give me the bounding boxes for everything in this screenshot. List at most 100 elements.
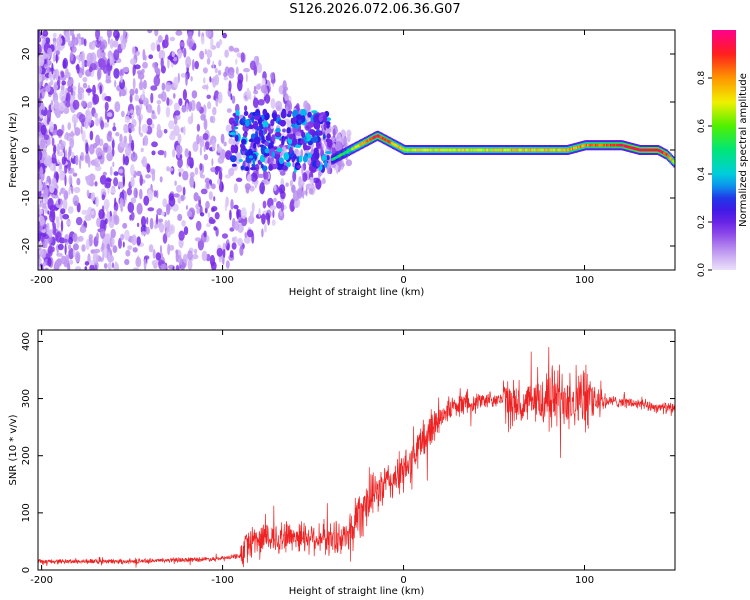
noise-blob xyxy=(57,243,64,251)
noise-blob xyxy=(60,255,67,265)
noise-blob xyxy=(240,216,248,227)
noise-blob xyxy=(173,193,180,198)
ridge-core xyxy=(471,148,474,152)
ridge-core xyxy=(367,138,371,142)
noise-blob xyxy=(202,67,208,74)
ridge-core xyxy=(554,148,557,152)
noise-blob xyxy=(173,102,180,112)
noise-blob xyxy=(129,214,132,221)
ridge-core xyxy=(385,139,388,142)
ridge-core xyxy=(388,140,391,144)
ridge-core xyxy=(357,144,360,147)
ridge-core xyxy=(459,148,462,152)
noise-blob xyxy=(235,58,238,65)
noise-blob xyxy=(211,158,214,167)
noise-blob xyxy=(63,238,68,243)
noise-blob xyxy=(88,234,94,240)
noise-blob xyxy=(233,183,238,194)
noise-blob xyxy=(119,91,122,97)
ridge-core xyxy=(366,139,369,143)
noise-blob xyxy=(75,216,83,226)
ridge-core xyxy=(474,148,477,152)
noise-blob xyxy=(199,50,205,60)
noise-blob xyxy=(102,122,110,128)
noise-blob xyxy=(147,207,155,212)
transition-blob xyxy=(289,146,293,154)
ridge-core xyxy=(341,152,344,156)
ridge-core xyxy=(508,148,511,152)
ridge-core xyxy=(381,137,384,140)
noise-blob xyxy=(231,95,236,104)
transition-blob xyxy=(233,145,239,153)
ridge-core xyxy=(389,141,392,144)
noise-blob xyxy=(228,80,232,92)
noise-blob xyxy=(213,196,216,202)
ridge-core xyxy=(488,148,491,152)
noise-blob xyxy=(215,98,219,107)
noise-blob xyxy=(260,84,268,94)
noise-blob xyxy=(56,129,64,137)
noise-blob xyxy=(145,174,151,179)
noise-blob xyxy=(130,152,138,162)
ridge-core xyxy=(561,148,564,152)
noise-blob xyxy=(169,36,176,42)
top-ytick-label: -20 xyxy=(21,238,32,254)
noise-blob xyxy=(91,174,96,181)
transition-blob xyxy=(307,111,312,118)
ridge-core xyxy=(354,146,357,149)
transition-blob xyxy=(326,133,331,139)
noise-blob xyxy=(38,180,43,192)
noise-blob xyxy=(198,30,201,37)
noise-blob xyxy=(295,131,302,137)
noise-blob xyxy=(223,71,228,78)
ridge-core xyxy=(446,148,449,152)
noise-blob xyxy=(244,105,248,112)
noise-blob xyxy=(262,200,267,209)
ridge-core xyxy=(494,148,497,152)
ridge-core xyxy=(394,143,397,147)
noise-blob xyxy=(56,219,60,229)
noise-blob xyxy=(99,228,106,239)
noise-blob xyxy=(187,31,193,40)
noise-blob xyxy=(263,170,269,180)
colorbar-tick-label: 0.4 xyxy=(697,167,707,182)
noise-blob xyxy=(92,252,99,263)
ridge-core xyxy=(613,143,616,147)
noise-blob xyxy=(41,229,46,234)
noise-blob xyxy=(140,147,144,153)
ridge-core xyxy=(386,139,390,143)
noise-blob xyxy=(52,37,57,43)
noise-blob xyxy=(214,67,218,74)
colorbar-label: Normalized spectral amplitude xyxy=(738,73,749,227)
ridge-core xyxy=(362,141,365,145)
noise-blob xyxy=(69,137,75,149)
noise-blob xyxy=(322,177,325,183)
noise-blob xyxy=(225,260,230,269)
noise-blob xyxy=(141,94,145,101)
noise-blob xyxy=(230,93,233,101)
noise-blob xyxy=(214,166,221,172)
ridge-core xyxy=(470,148,473,152)
noise-blob xyxy=(69,51,74,62)
noise-blob xyxy=(285,182,289,187)
transition-blob xyxy=(245,166,250,172)
ridge-core xyxy=(509,148,512,152)
ridge-core xyxy=(633,147,637,150)
noise-blob xyxy=(302,172,308,182)
ridge-core xyxy=(540,148,543,152)
ridge-core xyxy=(402,147,405,151)
noise-blob xyxy=(157,150,165,156)
ridge-core xyxy=(445,148,448,152)
noise-blob xyxy=(137,72,145,80)
noise-blob xyxy=(151,123,155,129)
noise-blob xyxy=(136,170,142,177)
noise-blob xyxy=(121,110,125,118)
noise-blob xyxy=(55,184,59,190)
ridge-core xyxy=(568,148,571,151)
noise-blob xyxy=(206,94,211,100)
noise-blob xyxy=(67,262,71,270)
noise-blob xyxy=(267,155,275,166)
ridge-core xyxy=(365,140,368,143)
noise-blob xyxy=(292,170,297,183)
noise-blob xyxy=(46,117,50,125)
